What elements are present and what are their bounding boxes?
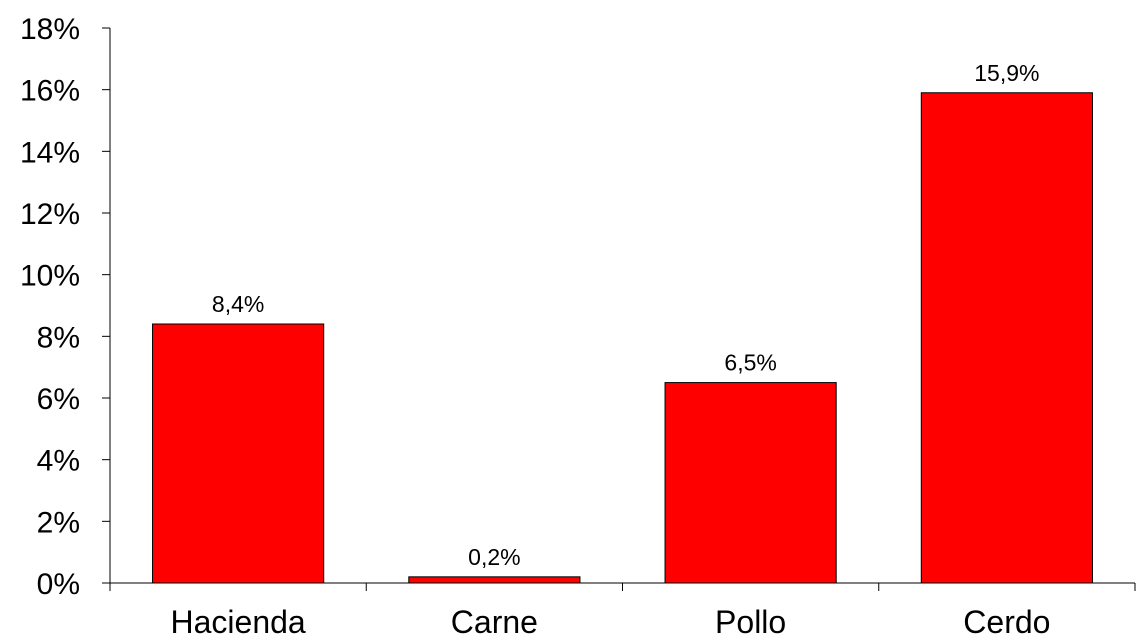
x-category-label: Cerdo	[963, 604, 1050, 640]
x-category-label: Pollo	[715, 604, 786, 640]
y-tick-label: 4%	[37, 445, 80, 478]
x-category-label: Carne	[451, 604, 538, 640]
y-tick-label: 8%	[37, 321, 80, 354]
x-axis: Hacienda Carne Pollo Cerdo	[109, 582, 1136, 640]
data-label: 6,5%	[724, 350, 776, 376]
data-labels: 8,4% 0,2% 6,5% 15,9%	[212, 60, 1040, 570]
bar-hacienda	[152, 323, 325, 584]
bar-cerdo	[920, 92, 1093, 584]
data-label: 8,4%	[212, 291, 264, 317]
data-label: 15,9%	[974, 60, 1039, 86]
y-tick-label: 2%	[37, 506, 80, 539]
y-tick-label: 14%	[20, 136, 80, 169]
y-tick-label: 18%	[20, 13, 80, 46]
y-axis: 0% 2% 4% 6% 8% 10% 12% 14% 16% 18%	[20, 13, 111, 601]
x-category-label: Hacienda	[171, 604, 306, 640]
y-tick-label: 16%	[20, 75, 80, 108]
bar-carne	[408, 576, 581, 584]
bar-pollo	[664, 382, 837, 584]
data-label: 0,2%	[468, 544, 520, 570]
bars	[152, 92, 1093, 584]
y-tick-label: 12%	[20, 198, 80, 231]
y-tick-label: 0%	[37, 568, 80, 601]
y-tick-label: 10%	[20, 260, 80, 293]
y-tick-label: 6%	[37, 383, 80, 416]
